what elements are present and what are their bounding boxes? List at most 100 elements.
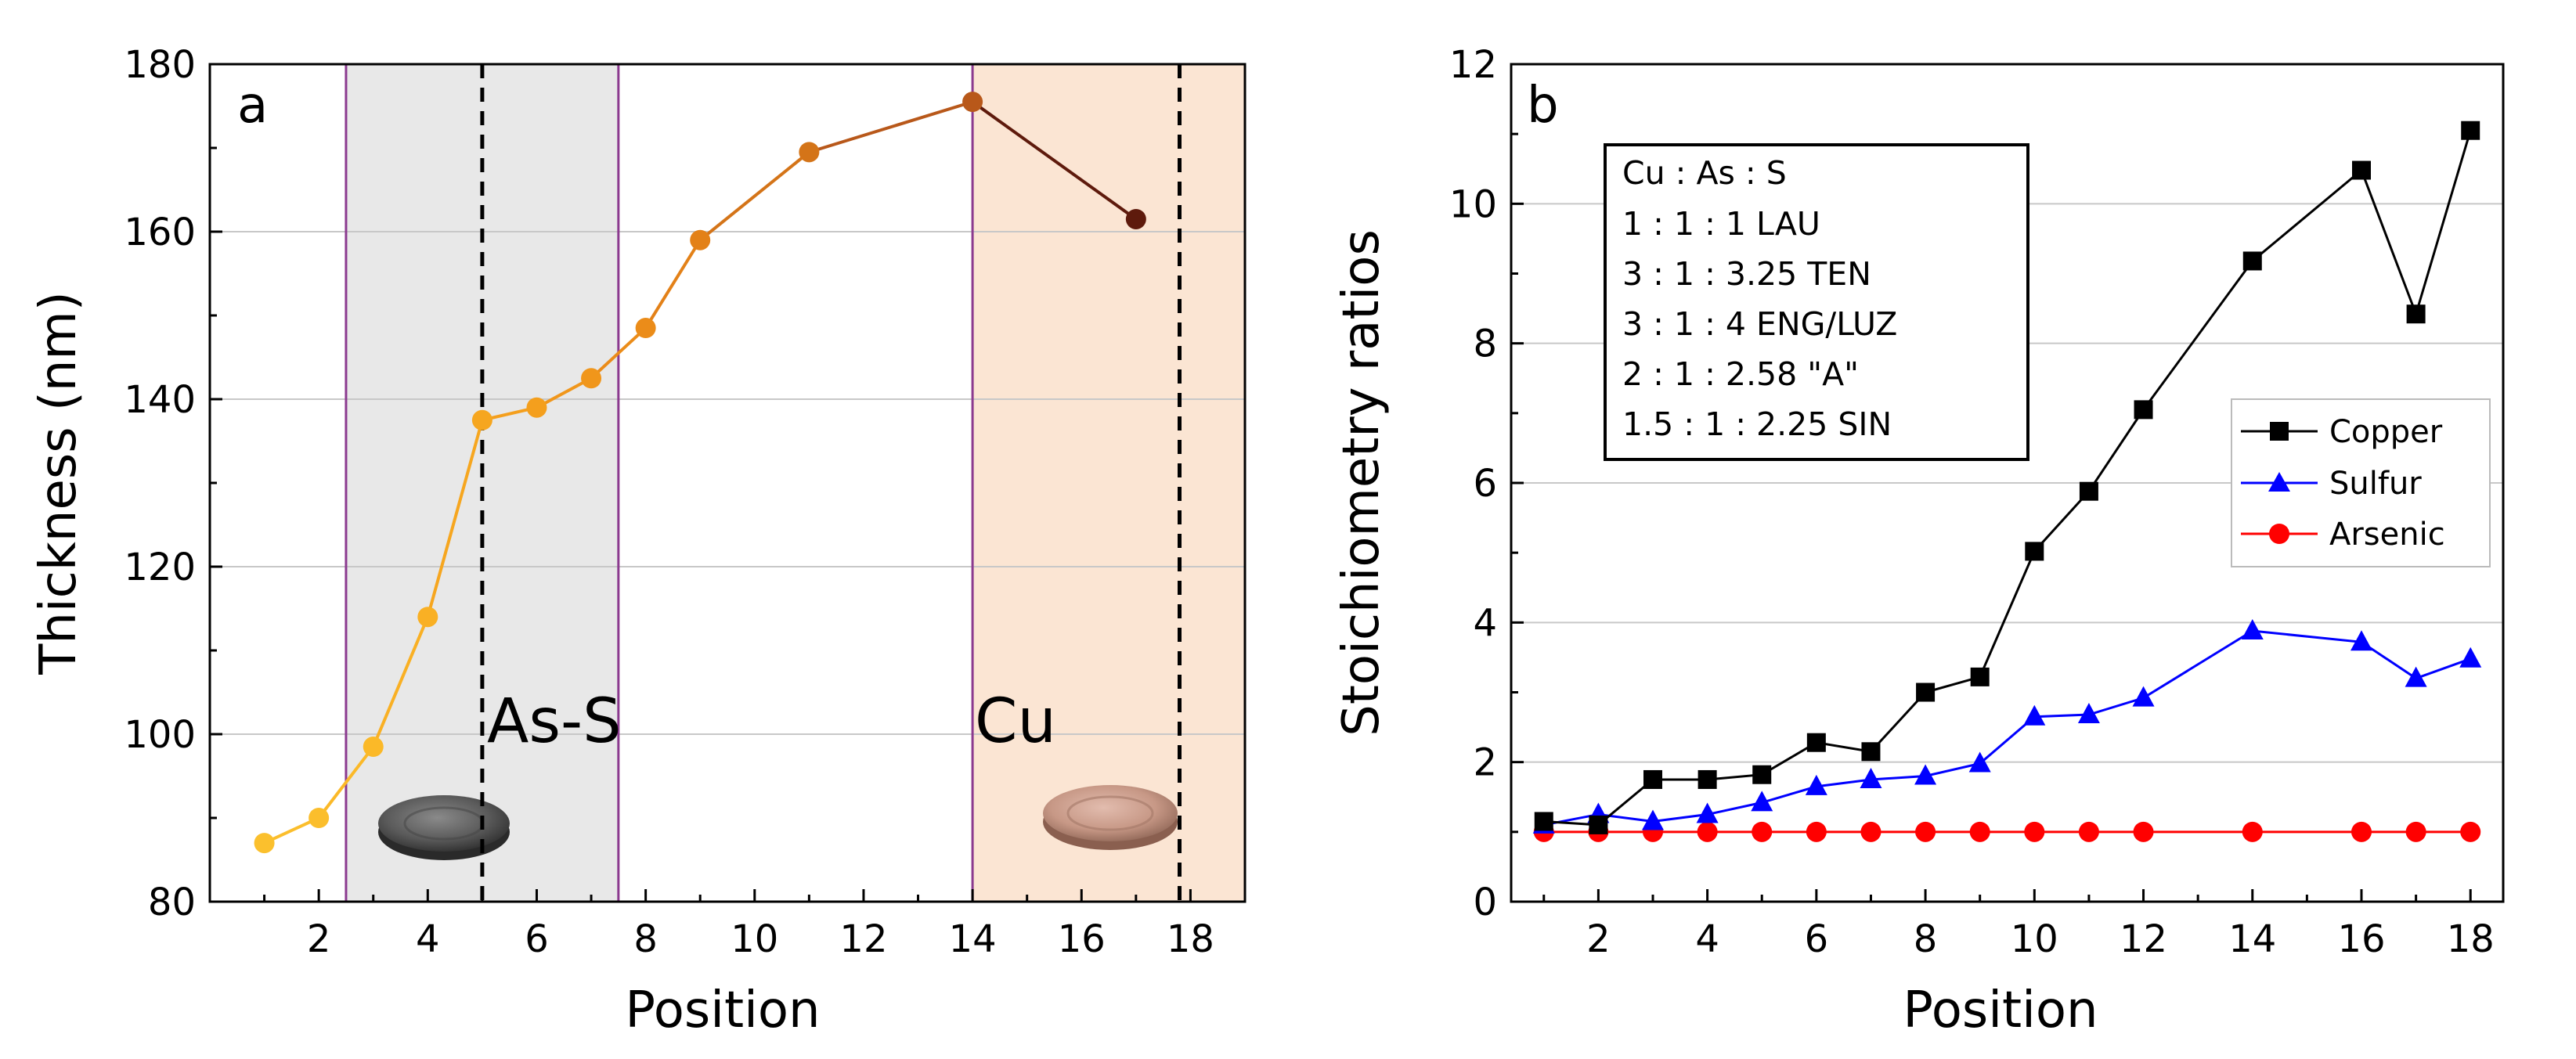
thickness-data-point xyxy=(308,808,330,828)
panel-b-legend: Copper Sulfur Arsenic xyxy=(2231,398,2491,567)
legend-sulfur-label: Sulfur xyxy=(2329,466,2422,502)
panel-a-y-axis-title: Thickness (nm) xyxy=(30,291,88,675)
panel-b-x-tick-label: 8 xyxy=(1914,917,1938,961)
legend-sulfur-marker xyxy=(2268,472,2290,492)
panel-a-y-tick-label: 120 xyxy=(124,546,196,589)
panel-a-x-tick-label: 18 xyxy=(1167,917,1214,961)
legend-item-sulfur: Sulfur xyxy=(2241,466,2422,502)
arsenic-data-point xyxy=(1752,821,1773,842)
arsenic-data-point xyxy=(1969,821,1990,842)
copper-data-point xyxy=(1643,769,1662,789)
panel-b-series xyxy=(1532,121,2482,842)
cu-target-disc-image xyxy=(1043,785,1178,850)
panel-a-y-tick-label: 140 xyxy=(124,378,196,422)
thickness-line-segment xyxy=(971,100,1138,221)
panel-a-y-tick-label: 80 xyxy=(148,881,196,924)
arsenic-data-point xyxy=(2078,821,2099,842)
region-ass-shading xyxy=(345,64,619,902)
arsenic-data-point xyxy=(1915,821,1936,842)
sulfur-data-point xyxy=(1805,774,1827,795)
sulfur-data-point xyxy=(1914,764,1937,785)
copper-data-point xyxy=(1534,812,1553,831)
panel-a-x-axis-title: Position xyxy=(625,982,820,1039)
copper-data-point xyxy=(2242,251,2262,271)
thickness-line-segment xyxy=(644,239,702,330)
panel-b-x-axis-title: Position xyxy=(1903,982,2098,1039)
copper-data-point xyxy=(2352,160,2371,180)
panel-a-x-tick-label: 6 xyxy=(525,917,549,961)
arsenic-data-point xyxy=(1697,821,1718,842)
panel-a-x-tick-label: 4 xyxy=(416,917,440,961)
panel-a-x-tick-label: 16 xyxy=(1058,917,1106,961)
as-s-disc-face xyxy=(378,795,510,852)
sulfur-data-point xyxy=(1968,751,1991,773)
panel-b-x-tick-label: 4 xyxy=(1695,917,1719,961)
thickness-data-point xyxy=(635,318,656,339)
copper-data-point xyxy=(2461,121,2480,140)
arsenic-data-point xyxy=(2242,821,2263,842)
legend-item-copper: Copper xyxy=(2241,414,2443,450)
panel-b-label: b xyxy=(1527,77,1559,135)
stoichiometry-reference-box: Cu : As : S 1 : 1 : 1 LAU 3 : 1 : 3.25 T… xyxy=(1604,143,2029,461)
reference-line-ten: 3 : 1 : 3.25 TEN xyxy=(1622,255,1871,293)
arsenic-data-point xyxy=(2133,821,2154,842)
thickness-line-segment xyxy=(371,616,430,747)
arsenic-data-point xyxy=(2405,821,2426,842)
panel-b-x-tick-label: 16 xyxy=(2337,917,2385,961)
sulfur-data-point xyxy=(2023,704,2046,726)
copper-data-point xyxy=(1697,769,1717,789)
panel-b-x-tick-label: 6 xyxy=(1805,917,1829,961)
panel-b-y-tick-label: 8 xyxy=(1473,322,1497,366)
thickness-data-point xyxy=(417,607,438,628)
legend-copper-label: Copper xyxy=(2329,414,2443,450)
copper-data-point xyxy=(1752,765,1772,784)
panel-a-label: a xyxy=(237,77,268,135)
panel-a-y-tick-label: 100 xyxy=(124,713,196,757)
copper-data-point xyxy=(2025,542,2044,561)
copper-data-point xyxy=(1970,667,1990,686)
panel-a-y-tick-label: 180 xyxy=(124,43,196,87)
as-s-target-disc-image xyxy=(378,795,510,860)
copper-data-point xyxy=(1916,683,1936,702)
cu-disc-ring xyxy=(1066,795,1154,831)
panel-a-x-tick-label: 12 xyxy=(839,917,887,961)
thickness-line-segment xyxy=(536,376,593,409)
sulfur-data-point xyxy=(1860,767,1882,788)
thickness-data-point xyxy=(1125,208,1146,229)
panel-a-x-tick-label: 8 xyxy=(633,917,658,961)
copper-data-point xyxy=(1589,815,1608,834)
panel-a-thickness-chart: 80 100 120 140 160 180 2 4 6 8 10 12 14 16 18 a As-S C… xyxy=(30,43,1247,1039)
sulfur-data-point xyxy=(2132,686,2155,707)
region-label-cu: Cu xyxy=(975,686,1056,757)
thickness-data-point xyxy=(962,92,983,113)
thickness-data-point xyxy=(799,142,820,163)
thickness-line-segment xyxy=(590,326,647,380)
sulfur-data-point xyxy=(2077,703,2100,724)
arsenic-data-point xyxy=(2460,821,2481,842)
thickness-data-point xyxy=(254,833,275,854)
reference-line-header: Cu : As : S xyxy=(1622,154,1787,192)
reference-box-frame xyxy=(1604,143,2029,461)
region-label-as-s: As-S xyxy=(487,686,622,757)
thickness-line-segment xyxy=(317,745,375,819)
panel-b-tick-labels: 0 2 4 6 8 10 12 2 4 6 8 10 12 14 16 18 xyxy=(1449,43,2495,961)
panel-b-y-tick-label: 12 xyxy=(1449,43,1497,87)
panel-b-y-tick-label: 4 xyxy=(1473,601,1497,645)
panel-a-thickness-series xyxy=(254,92,1146,854)
sulfur-data-point xyxy=(2459,647,2482,668)
panel-b-x-tick-label: 12 xyxy=(2120,917,2167,961)
sulfur-data-point xyxy=(1642,809,1664,830)
legend-item-arsenic: Arsenic xyxy=(2241,517,2445,553)
sulfur-data-point xyxy=(2405,666,2427,687)
copper-data-point xyxy=(2406,304,2426,324)
copper-data-point xyxy=(1806,733,1826,752)
copper-series-line xyxy=(1543,130,2472,827)
legend-copper-marker xyxy=(2270,422,2289,441)
panel-b-x-tick-label: 14 xyxy=(2228,917,2276,961)
panel-a-gridlines xyxy=(210,231,1245,735)
panel-b-x-tick-label: 18 xyxy=(2447,917,2495,961)
reference-line-eng-luz: 3 : 1 : 4 ENG/LUZ xyxy=(1622,305,1897,343)
legend-arsenic-label: Arsenic xyxy=(2329,517,2445,553)
region-cu-shading xyxy=(972,64,1245,902)
cu-disc-face xyxy=(1043,785,1178,841)
